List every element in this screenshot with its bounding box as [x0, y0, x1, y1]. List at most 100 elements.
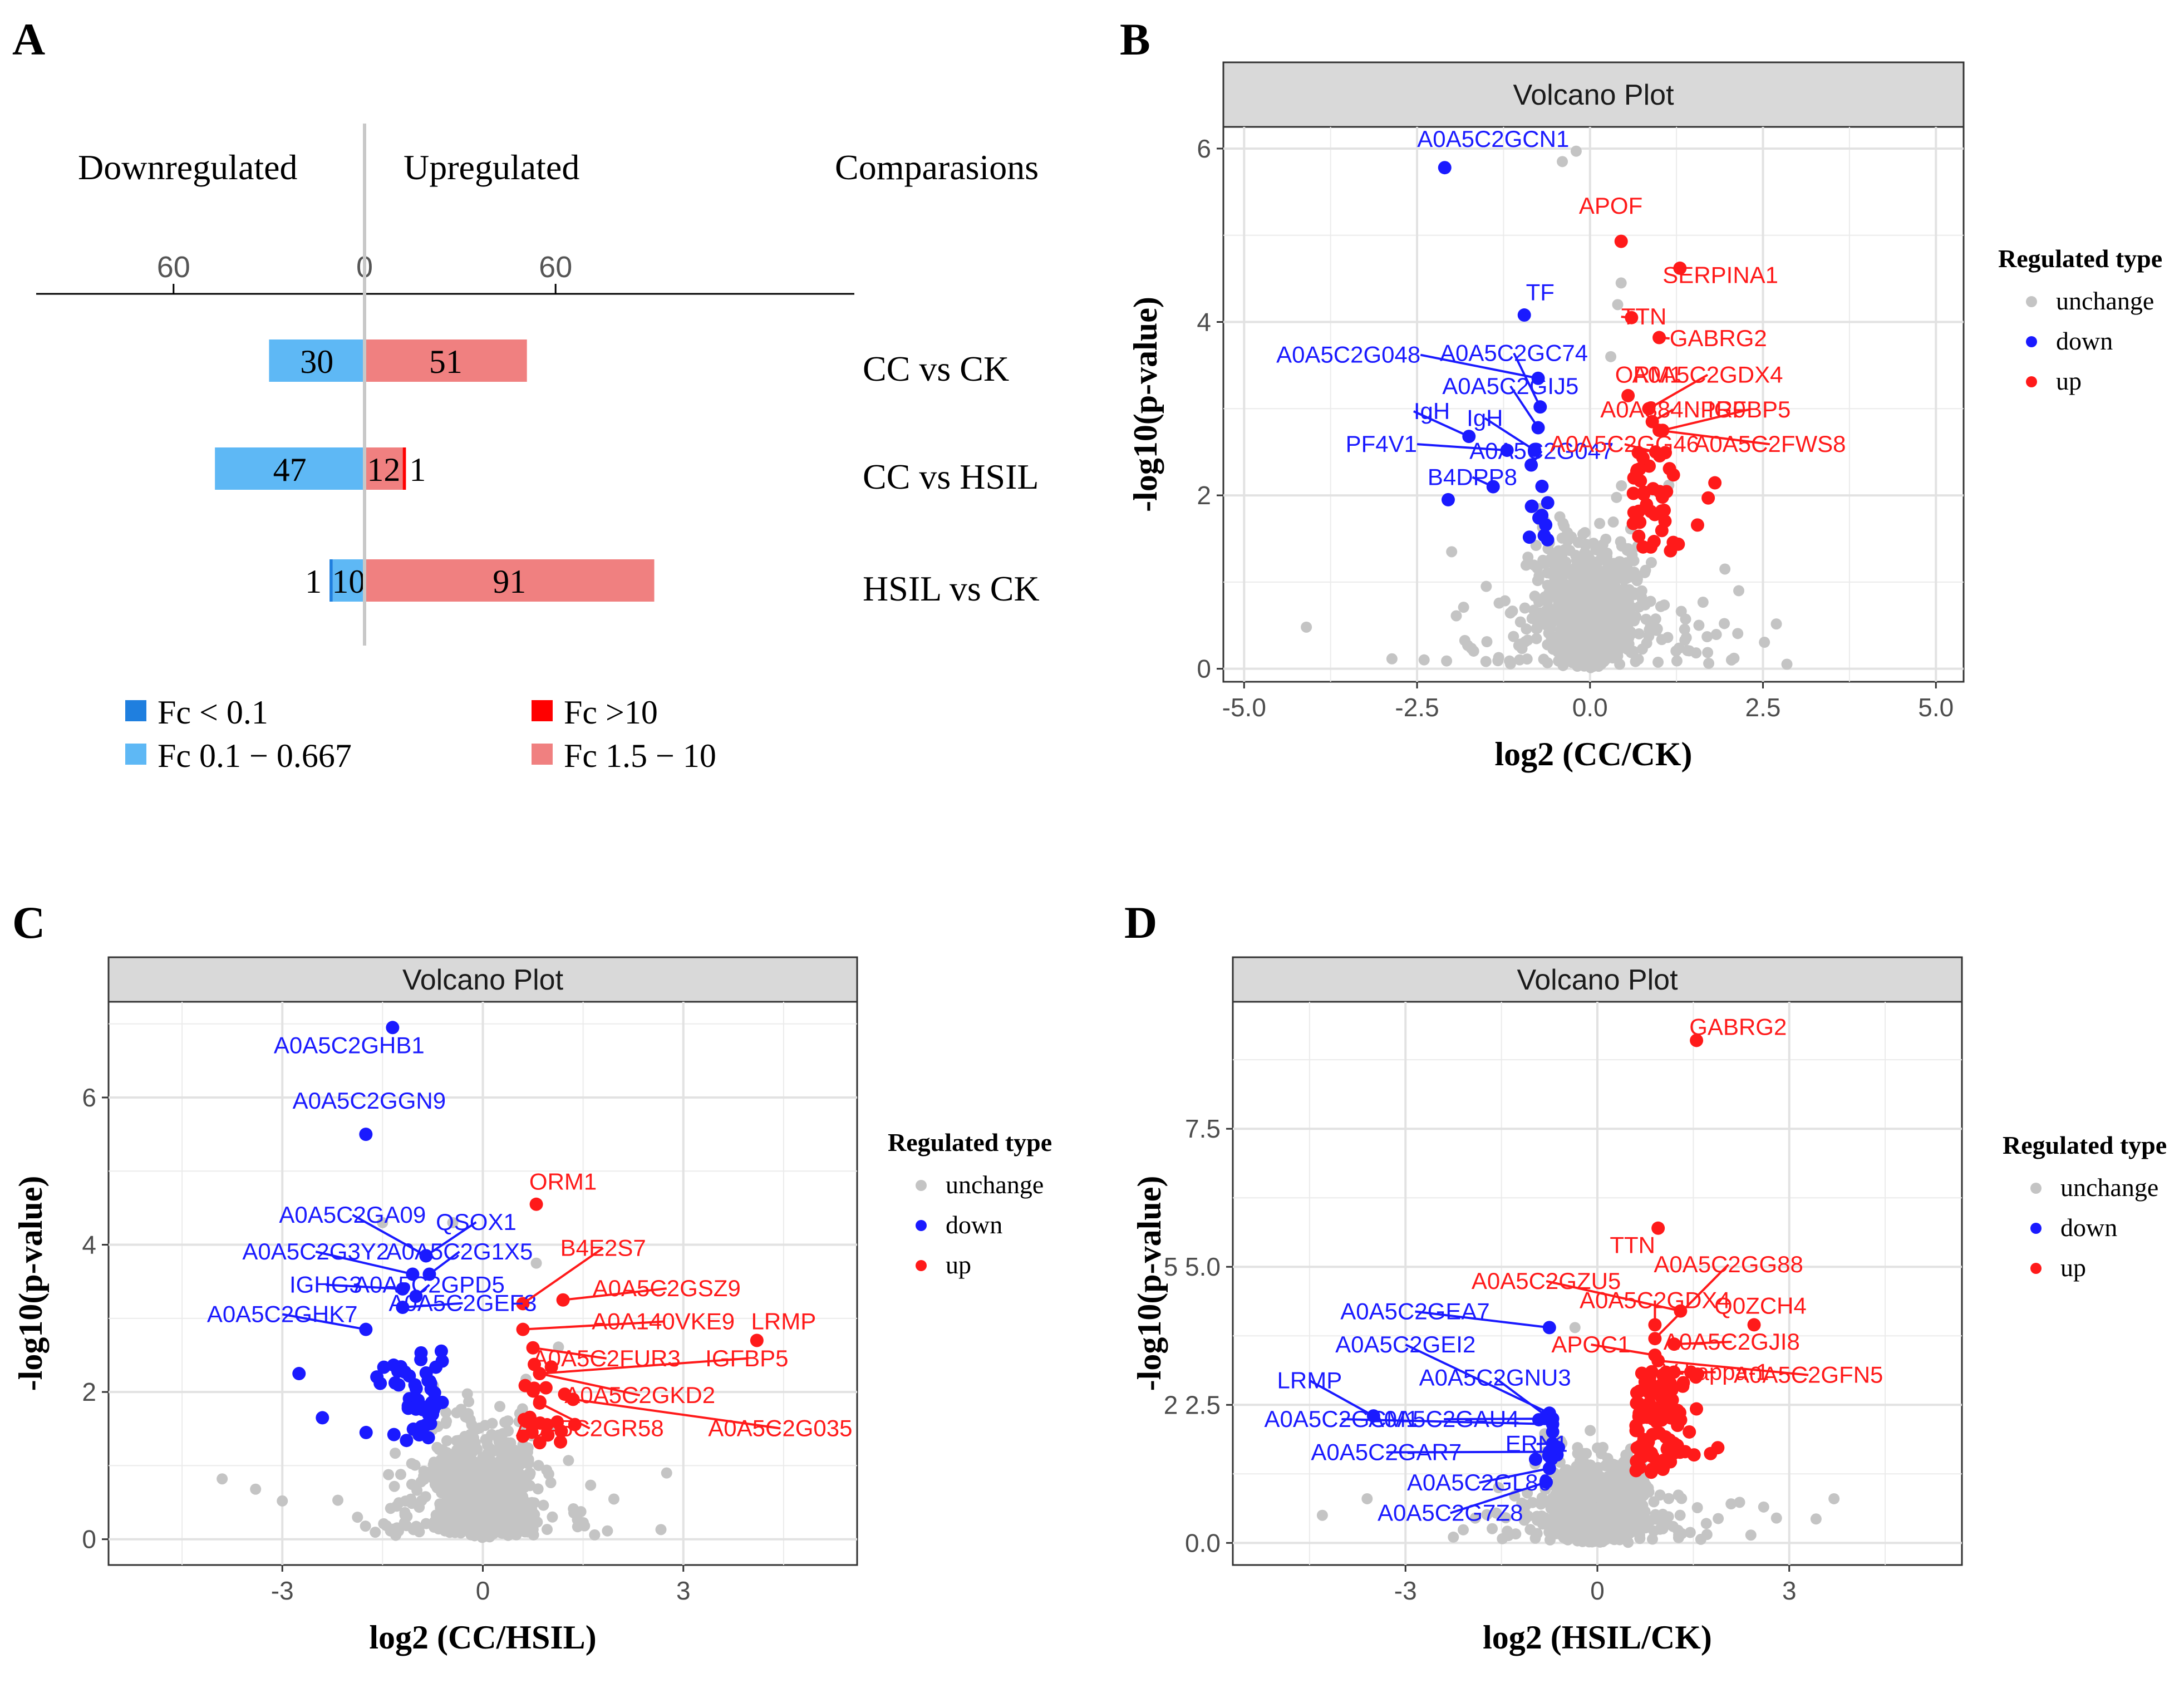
point-down — [1535, 508, 1549, 522]
point-up — [568, 1418, 582, 1431]
label-leader — [1309, 1379, 1374, 1417]
point-unchange — [1446, 546, 1458, 558]
point-unchange — [399, 1507, 411, 1518]
bar-up — [365, 559, 655, 602]
point-label: A0A5C2GCM1 — [1264, 1406, 1419, 1432]
point-label: A0A5C2GKD2 — [564, 1382, 715, 1408]
point-unchange — [1585, 1425, 1596, 1436]
point-up — [1665, 1393, 1679, 1407]
point-unchange — [511, 1445, 523, 1457]
label-leader — [1413, 410, 1470, 437]
y-tick-label: 5 5.0 — [1164, 1252, 1221, 1281]
strip — [1232, 956, 1963, 1003]
point-unchange — [493, 1463, 504, 1474]
point-unchange — [461, 1388, 473, 1400]
point-up — [1637, 1433, 1651, 1446]
bar-label-down-strong: 1 — [305, 563, 322, 600]
point-unchange — [451, 1473, 463, 1485]
legend-label: Fc >10 — [564, 694, 658, 731]
point-label: Q0ZCH4 — [1714, 1293, 1807, 1319]
point-unchange — [1616, 1473, 1627, 1484]
bar-label-up: 12 — [367, 451, 400, 488]
point-unchange — [1510, 1528, 1522, 1540]
point-label: A0A5C2GSZ9 — [593, 1275, 741, 1301]
point-unchange — [1559, 584, 1571, 596]
point-label: IgH — [1467, 405, 1503, 431]
point-unchange — [515, 1456, 527, 1468]
bar-label-down: 47 — [273, 451, 307, 488]
point-unchange — [589, 1529, 601, 1541]
label-leader — [539, 1372, 641, 1396]
point-unchange — [1623, 633, 1635, 644]
point-label: A0A140VKE9 — [592, 1308, 735, 1335]
point-label: A0A5C2GEF3 — [388, 1290, 537, 1316]
point-unchange — [388, 1480, 400, 1492]
point-unchange — [1725, 1498, 1737, 1510]
legend-label: down — [946, 1210, 1002, 1239]
point-unchange — [1487, 1523, 1498, 1534]
point-down — [400, 1434, 414, 1448]
point-unchange — [1679, 623, 1690, 635]
point-unchange — [1654, 1489, 1666, 1501]
point-up — [554, 1424, 568, 1438]
point-label: A0A5C2GAR7 — [1311, 1439, 1462, 1465]
point-unchange — [1564, 530, 1576, 542]
point-labels: A0A5C2GCN1 TF A0A5C2G048 A0A5C2GC74 A0A5C2GI… — [1276, 126, 1846, 490]
point-unchange — [1593, 1527, 1605, 1538]
point-unchange — [1316, 1509, 1328, 1521]
point-label: A0A5C2GHK7 — [207, 1301, 358, 1327]
point-unchange — [1553, 555, 1565, 567]
point-unchange — [585, 1479, 597, 1491]
point-unchange — [1533, 573, 1544, 585]
point-label: IGHG3 — [289, 1272, 362, 1298]
point-unchange — [1558, 520, 1570, 532]
point-unchange — [1418, 654, 1430, 666]
point-up — [1658, 514, 1672, 528]
point-unchange — [1637, 1499, 1649, 1511]
panel-d: D Volcano Plot -3 0 3 0.0 2 2.5 5 5.0 7.5 log2 (… — [1124, 897, 2167, 1656]
point-unchange — [352, 1512, 363, 1523]
point-unchange — [1652, 656, 1664, 668]
point-label: A0A5C2GFN5 — [1734, 1362, 1883, 1388]
point-unchange — [1543, 602, 1555, 613]
point-up — [527, 1381, 541, 1395]
point-unchange — [532, 1516, 543, 1528]
y-axis-label: -log10(p-value) — [12, 1176, 49, 1391]
point-label: A0A5C2FWS8 — [1694, 431, 1846, 457]
point-unchange — [530, 1257, 542, 1269]
point-down — [415, 1420, 429, 1434]
point-unchange — [1595, 658, 1607, 670]
point-unchange — [1577, 643, 1589, 655]
point-unchange — [432, 1469, 444, 1480]
point-unchange — [1500, 1512, 1512, 1524]
point-up — [1673, 261, 1687, 275]
point-unchange — [440, 1406, 452, 1418]
point-down — [359, 1128, 373, 1141]
point-unchange — [494, 1401, 506, 1413]
point-label: TF — [1526, 279, 1555, 306]
point-unchange — [502, 1415, 514, 1427]
legend-dot — [916, 1260, 927, 1271]
point-unchange — [1555, 616, 1566, 627]
legend-label: Fc 1.5 − 10 — [564, 737, 716, 774]
point-unchange — [1607, 516, 1619, 528]
point-up — [1643, 1376, 1657, 1390]
point-unchange — [1543, 610, 1555, 622]
label-leader — [1648, 373, 1709, 410]
point-label: A0A5C2GDX4 — [1632, 362, 1783, 388]
label-leader — [1386, 1450, 1550, 1454]
x-tick-label: 0.0 — [1572, 693, 1608, 722]
point-label: A0A5C2GIJ5 — [1442, 373, 1578, 399]
point-unchange — [476, 1475, 488, 1487]
label-leader — [1654, 1263, 1729, 1340]
y-axis-label: -log10(p-value) — [1131, 1176, 1168, 1391]
legend-swatch — [532, 700, 553, 721]
label-leader — [533, 1346, 607, 1360]
point-unchange — [383, 1469, 395, 1480]
bar-down-strong — [329, 559, 333, 602]
point-unchange — [441, 1415, 452, 1427]
point-unchange — [1578, 1463, 1590, 1475]
x-tick-label: 3 — [676, 1576, 691, 1605]
label-leader — [425, 1221, 477, 1257]
